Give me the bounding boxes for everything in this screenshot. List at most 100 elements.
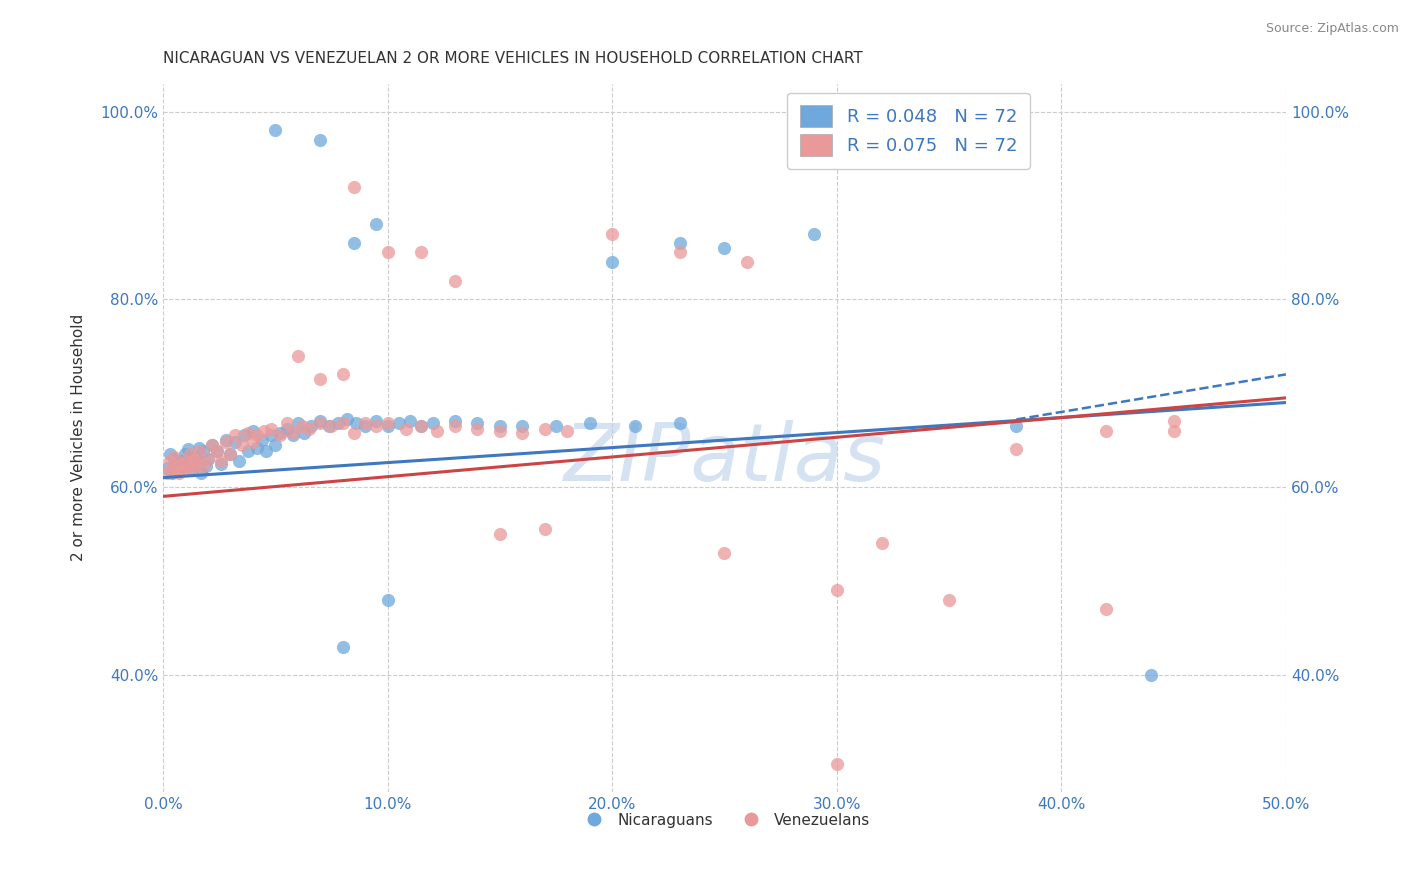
Point [825,583,848,598]
Point [238,425,260,440]
Point [366,414,388,428]
Point [1163,414,1185,428]
Point [377,592,399,607]
Point [287,349,309,363]
Point [1140,667,1163,681]
Point [422,416,444,430]
Point [321,419,343,434]
Point [287,416,309,430]
Point [264,438,287,452]
Point [332,640,354,654]
Point [159,454,181,468]
Point [193,444,215,458]
Point [253,424,276,438]
Point [269,425,291,440]
Point [160,466,183,480]
Point [232,428,254,442]
Point [467,422,489,436]
Point [167,463,190,477]
Point [299,419,322,434]
Legend: Nicaraguans, Venezuelans: Nicaraguans, Venezuelans [572,806,876,834]
Point [201,438,224,452]
Point [332,416,354,430]
Point [209,454,232,468]
Point [825,756,848,771]
Point [205,444,228,458]
Point [187,444,209,458]
Point [294,425,316,440]
Point [209,457,232,471]
Point [197,451,219,466]
Point [713,546,735,560]
Point [366,419,388,434]
Point [250,433,273,447]
Point [205,444,228,458]
Point [156,466,179,480]
Point [343,179,366,194]
Point [578,416,600,430]
Point [254,444,277,458]
Point [231,438,253,452]
Point [1095,424,1118,438]
Point [411,245,433,260]
Point [354,419,377,434]
Point [354,416,377,430]
Point [343,235,366,250]
Point [201,438,224,452]
Point [938,592,960,607]
Point [219,447,242,461]
Point [411,419,433,434]
Point [260,422,283,436]
Point [197,451,219,466]
Point [167,466,190,480]
Point [344,416,367,430]
Point [533,522,555,536]
Point [238,444,260,458]
Point [228,454,250,468]
Point [170,454,193,468]
Point [467,416,489,430]
Y-axis label: 2 or more Vehicles in Household: 2 or more Vehicles in Household [72,314,86,561]
Point [1095,602,1118,616]
Point [489,419,512,434]
Point [224,428,246,442]
Point [269,428,291,442]
Point [219,447,242,461]
Point [242,434,264,449]
Point [489,527,512,541]
Point [668,235,690,250]
Point [181,463,204,477]
Point [336,412,359,426]
Point [172,463,194,477]
Point [264,123,287,137]
Point [309,372,332,386]
Text: Source: ZipAtlas.com: Source: ZipAtlas.com [1265,22,1399,36]
Point [190,466,212,480]
Point [668,416,690,430]
Point [163,450,186,464]
Point [366,217,388,231]
Point [246,428,269,442]
Point [1005,419,1028,434]
Point [1163,424,1185,438]
Point [186,457,208,471]
Point [224,434,246,449]
Point [215,433,238,447]
Point [309,416,332,430]
Point [276,416,298,430]
Point [444,414,467,428]
Point [176,442,198,457]
Point [298,422,321,436]
Point [444,274,467,288]
Point [283,425,305,440]
Point [332,368,354,382]
Point [160,463,183,477]
Point [170,457,193,471]
Point [183,451,205,466]
Point [193,459,215,474]
Point [600,254,623,268]
Point [1005,442,1028,457]
Point [291,419,314,434]
Point [174,454,197,468]
Point [512,425,534,440]
